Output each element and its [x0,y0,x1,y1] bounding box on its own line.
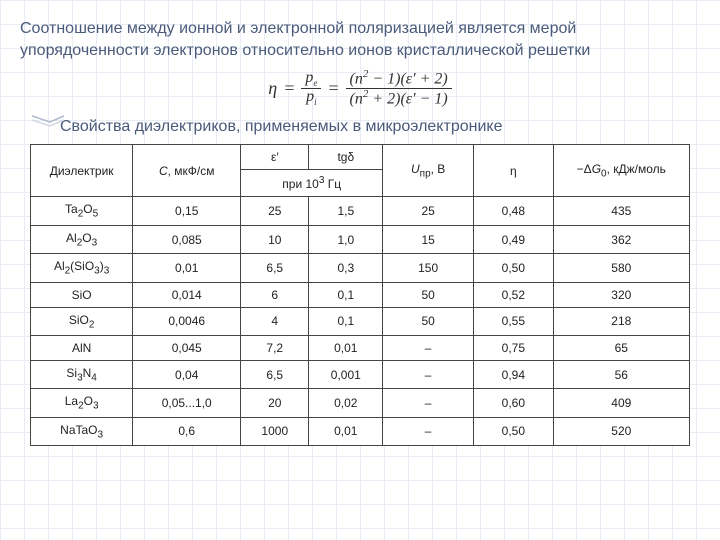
cell-g: 56 [553,361,689,389]
cell-e: 10 [241,225,309,253]
cell-c: 0,0046 [133,307,241,335]
col-dielectric: Диэлектрик [31,145,133,197]
cell-c: 0,01 [133,254,241,282]
cell-g: 362 [553,225,689,253]
cell-t: 0,1 [309,307,383,335]
cell-t: 0,001 [309,361,383,389]
equals-2: = [327,78,339,99]
cell-c: 0,085 [133,225,241,253]
dielectrics-table: Диэлектрик C, мкФ/см ε′ tgδ Uпр, В η −ΔG… [30,144,690,446]
page-title: Соотношение между ионной и электронной п… [20,18,700,61]
cell-u: – [383,336,474,361]
col-dg: −ΔG0, кДж/моль [553,145,689,197]
cell-n: 0,55 [474,307,554,335]
cell-c: 0,15 [133,197,241,225]
table-row: NaTaO3 0,6 1000 0,01 – 0,50 520 [31,417,690,445]
cell-c: 0,6 [133,417,241,445]
cell-g: 580 [553,254,689,282]
cell-u: 50 [383,282,474,307]
cell-d: Ta2O5 [31,197,133,225]
col-eta: η [474,145,554,197]
cell-u: 150 [383,254,474,282]
cell-c: 0,045 [133,336,241,361]
cell-d: Si3N4 [31,361,133,389]
pi: pi [302,89,321,108]
table-row: Ta2O5 0,15 25 1,5 25 0,48 435 [31,197,690,225]
cell-t: 1,0 [309,225,383,253]
cell-e: 7,2 [241,336,309,361]
frac-main: (n2 − 1)(ε′ + 2) (n2 + 2)(ε′ − 1) [346,69,452,108]
subtitle: Свойства диэлектриков, применяемых в мик… [60,118,700,136]
denominator: (n2 + 2)(ε′ − 1) [346,89,452,108]
cell-e: 6,5 [241,254,309,282]
cell-u: – [383,361,474,389]
cell-t: 0,01 [309,417,383,445]
cell-c: 0,04 [133,361,241,389]
cell-d: AlN [31,336,133,361]
cell-e: 6,5 [241,361,309,389]
cell-t: 0,02 [309,389,383,417]
cell-d: NaTaO3 [31,417,133,445]
decorative-flick-icon [30,112,66,130]
col-tgd: tgδ [309,145,383,170]
table-header-row: Диэлектрик C, мкФ/см ε′ tgδ Uпр, В η −ΔG… [31,145,690,170]
cell-g: 520 [553,417,689,445]
cell-n: 0,94 [474,361,554,389]
cell-e: 1000 [241,417,309,445]
cell-e: 4 [241,307,309,335]
cell-u: – [383,417,474,445]
pe: pe [301,70,321,90]
cell-t: 0,1 [309,282,383,307]
cell-g: 409 [553,389,689,417]
table-row: SiO2 0,0046 4 0,1 50 0,55 218 [31,307,690,335]
cell-d: SiO [31,282,133,307]
cell-e: 6 [241,282,309,307]
cell-u: 50 [383,307,474,335]
cell-c: 0,05...1,0 [133,389,241,417]
cell-d: Al2O3 [31,225,133,253]
cell-e: 25 [241,197,309,225]
table-row: Si3N4 0,04 6,5 0,001 – 0,94 56 [31,361,690,389]
cell-c: 0,014 [133,282,241,307]
table-row: Al2O3 0,085 10 1,0 15 0,49 362 [31,225,690,253]
equals-1: = [283,78,295,99]
col-u: Uпр, В [383,145,474,197]
cell-d: La2O3 [31,389,133,417]
col-freq: при 103 Гц [241,170,383,197]
frac-pe-pi: pe pi [301,70,321,108]
cell-g: 320 [553,282,689,307]
table-row: La2O3 0,05...1,0 20 0,02 – 0,60 409 [31,389,690,417]
cell-u: 15 [383,225,474,253]
table-row: Al2(SiO3)3 0,01 6,5 0,3 150 0,50 580 [31,254,690,282]
table-row: AlN 0,045 7,2 0,01 – 0,75 65 [31,336,690,361]
cell-n: 0,50 [474,417,554,445]
table-body: Ta2O5 0,15 25 1,5 25 0,48 435 Al2O3 0,08… [31,197,690,446]
cell-d: SiO2 [31,307,133,335]
cell-t: 0,01 [309,336,383,361]
cell-g: 435 [553,197,689,225]
cell-n: 0,75 [474,336,554,361]
cell-t: 0,3 [309,254,383,282]
cell-n: 0,50 [474,254,554,282]
cell-n: 0,49 [474,225,554,253]
cell-t: 1,5 [309,197,383,225]
cell-d: Al2(SiO3)3 [31,254,133,282]
cell-e: 20 [241,389,309,417]
table-row: SiO 0,014 6 0,1 50 0,52 320 [31,282,690,307]
col-c: C, мкФ/см [133,145,241,197]
cell-g: 218 [553,307,689,335]
formula-block: η = pe pi = (n2 − 1)(ε′ + 2) (n2 + 2)(ε′… [20,69,700,108]
cell-n: 0,52 [474,282,554,307]
numerator: (n2 − 1)(ε′ + 2) [346,69,452,89]
slide-container: Соотношение между ионной и электронной п… [0,0,720,540]
eta-symbol: η [268,78,277,99]
cell-u: – [383,389,474,417]
formula-render: η = pe pi = (n2 − 1)(ε′ + 2) (n2 + 2)(ε′… [268,69,451,108]
cell-n: 0,48 [474,197,554,225]
cell-u: 25 [383,197,474,225]
cell-n: 0,60 [474,389,554,417]
col-eps: ε′ [241,145,309,170]
cell-g: 65 [553,336,689,361]
